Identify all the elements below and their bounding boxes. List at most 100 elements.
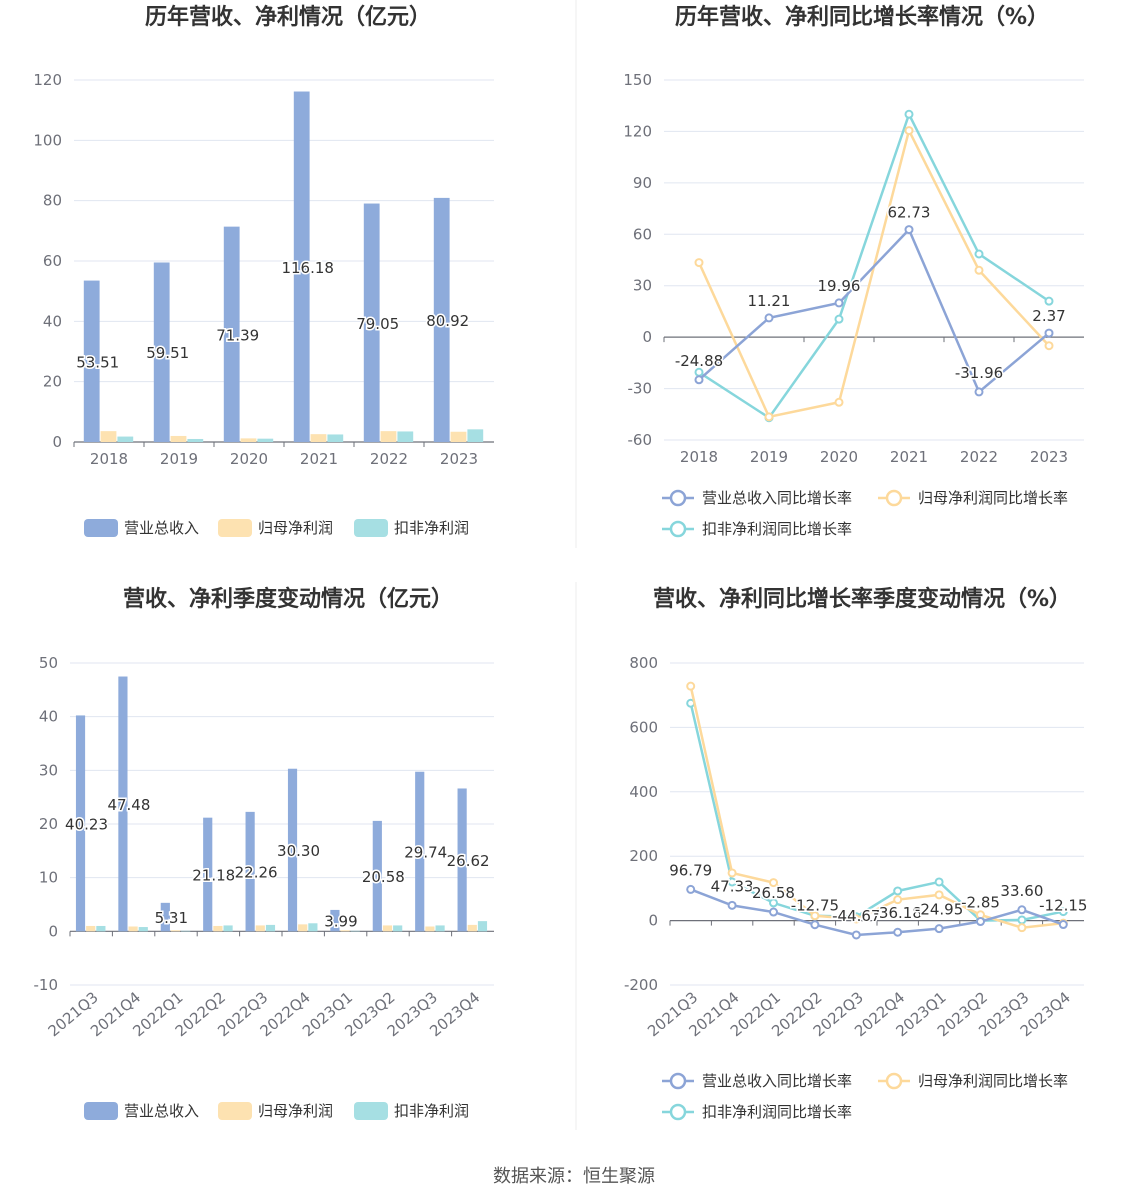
bar <box>380 431 397 442</box>
data-source-note: 数据来源：恒生聚源 <box>493 1166 655 1187</box>
data-point <box>1017 923 1027 933</box>
x-tick-label: 2023 <box>440 450 478 468</box>
data-point <box>974 387 984 397</box>
line-value-label: 33.60 <box>1000 882 1043 900</box>
x-tick-label: 2018 <box>680 448 718 466</box>
bar <box>203 817 213 932</box>
data-point <box>1058 920 1068 930</box>
y-tick-label: 20 <box>43 373 62 391</box>
x-tick-label: 2020 <box>820 448 858 466</box>
series-line <box>690 888 1064 937</box>
bar <box>415 771 425 932</box>
bar-value-label: 26.62 <box>447 852 490 870</box>
legend-label: 扣非净利润 <box>394 1102 469 1120</box>
y-tick-label: 30 <box>39 761 58 779</box>
legend-label: 营业总收入 <box>124 1102 199 1120</box>
y-tick-label: -10 <box>34 976 59 994</box>
y-tick-label: 400 <box>629 783 658 801</box>
line-value-label: 62.73 <box>888 204 931 222</box>
line-value-label: -12.15 <box>1039 897 1087 915</box>
y-tick-label: 0 <box>48 922 58 940</box>
data-point <box>1044 296 1054 306</box>
data-point <box>934 890 944 900</box>
data-point <box>904 225 914 235</box>
y-tick-label: 90 <box>633 174 652 192</box>
data-point <box>834 397 844 407</box>
data-point <box>727 900 737 910</box>
y-tick-label: 60 <box>43 252 62 270</box>
data-point <box>764 412 774 422</box>
line-value-label: -44.67 <box>832 907 880 925</box>
y-tick-label: 120 <box>623 122 652 140</box>
legend-swatch <box>354 1102 388 1120</box>
y-tick-label: 50 <box>39 654 58 672</box>
y-tick-label: 30 <box>633 277 652 295</box>
x-tick-label: 2019 <box>160 450 198 468</box>
data-point <box>686 681 696 691</box>
bar <box>100 431 117 442</box>
data-point <box>769 878 778 888</box>
series-line <box>689 685 1064 929</box>
bar <box>138 927 148 932</box>
bar <box>96 925 106 932</box>
data-point <box>769 898 778 908</box>
y-tick-label: 10 <box>39 869 58 887</box>
y-tick-label: 150 <box>623 71 652 89</box>
bar <box>153 262 170 442</box>
data-point <box>1017 915 1027 925</box>
bar <box>393 925 403 932</box>
data-point <box>686 884 696 894</box>
bar <box>363 203 380 442</box>
data-point <box>904 126 914 136</box>
bar-value-label: 53.51 <box>76 353 119 371</box>
x-tick-label: 2020 <box>230 450 268 468</box>
data-point <box>976 917 985 927</box>
bar <box>170 435 187 442</box>
bar <box>293 91 310 442</box>
legend-label: 扣非净利润同比增长率 <box>702 520 852 538</box>
x-tick-label: 2022 <box>370 450 408 468</box>
bar-value-label: 80.92 <box>426 312 469 330</box>
legend-swatch <box>84 519 118 537</box>
data-point <box>1058 907 1068 917</box>
bar <box>181 930 191 932</box>
data-point <box>851 914 861 924</box>
y-tick-label: -30 <box>628 380 653 398</box>
y-tick-label: 40 <box>43 312 62 330</box>
line-value-label: -24.88 <box>675 352 723 370</box>
y-tick-label: 200 <box>629 847 658 865</box>
bar <box>118 676 128 932</box>
series-line <box>698 227 1050 394</box>
bar <box>435 925 445 932</box>
bar-value-label: 40.23 <box>65 815 108 833</box>
x-tick-label: 2023 <box>1030 448 1068 466</box>
legend-label: 归母净利润同比增长率 <box>918 489 1068 507</box>
line-value-label: -24.95 <box>915 901 963 919</box>
quarterly-growth-rate-chart: 营收、净利同比增长率季度变动情况（%）-20002004006008002021… <box>624 586 1089 1121</box>
x-tick-label: 2019 <box>750 448 788 466</box>
bar-value-label: 47.48 <box>107 796 150 814</box>
bar-value-label: 79.05 <box>356 315 399 333</box>
data-point <box>1044 328 1054 338</box>
y-tick-label: 600 <box>629 718 658 736</box>
data-point <box>974 265 984 275</box>
line-value-label: 26.58 <box>752 884 795 902</box>
data-point <box>810 911 820 921</box>
data-point <box>694 258 704 268</box>
legend-label: 归母净利润 <box>258 1102 333 1120</box>
data-point <box>1017 905 1027 915</box>
y-tick-label: 80 <box>43 192 62 210</box>
bar <box>308 923 318 932</box>
bar <box>287 768 298 932</box>
y-tick-label: 20 <box>39 815 58 833</box>
bar <box>245 811 255 932</box>
legend-swatch <box>354 519 388 537</box>
x-tick-label: 2021 <box>300 450 338 468</box>
bar <box>257 438 274 442</box>
bar <box>340 930 350 932</box>
bar <box>467 429 484 442</box>
bar <box>255 925 265 932</box>
legend-label: 扣非净利润 <box>394 519 469 537</box>
chart-title: 历年营收、净利情况（亿元） <box>145 4 431 30</box>
y-tick-label: 40 <box>39 708 58 726</box>
